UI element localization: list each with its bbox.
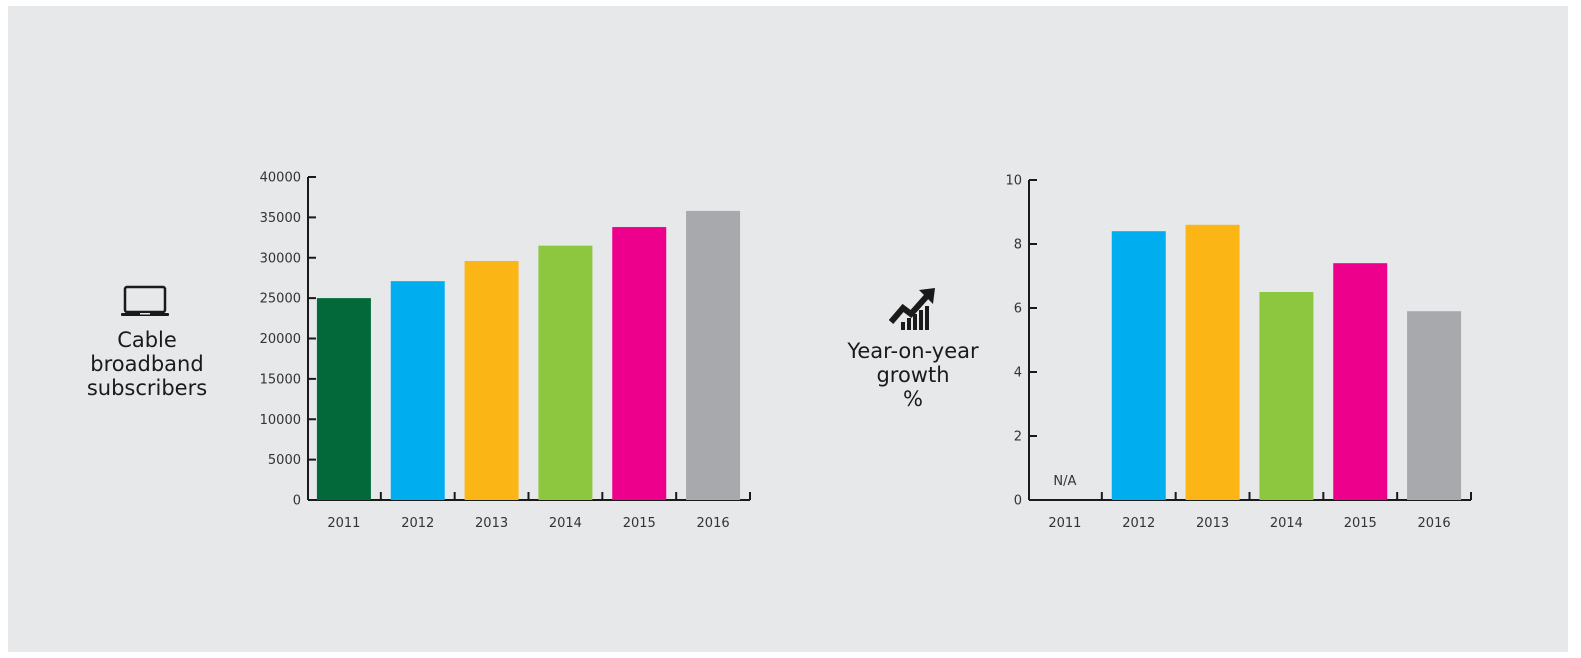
bar-2012: [390, 281, 445, 500]
y-tick-label: 10: [1005, 174, 1022, 189]
y-tick-label: 0: [1014, 494, 1022, 509]
right-chart-caption: Year-on-year growth %: [828, 339, 998, 411]
left-chart-caption: Cable broadband subscribers: [60, 328, 234, 400]
caption-line: broadband: [90, 352, 204, 376]
bar-2014: [538, 245, 593, 500]
x-tick-label: 2011: [1048, 516, 1081, 531]
caption-line: growth: [876, 363, 950, 387]
y-tick-label: 35000: [260, 211, 301, 226]
bar-2016: [686, 210, 741, 501]
x-tick-label: 2016: [697, 516, 730, 531]
laptop-icon: [121, 285, 169, 316]
growth-chart-icon: [889, 288, 935, 330]
x-tick-label: 2015: [1344, 516, 1377, 531]
y-tick-label: 0: [293, 494, 301, 509]
y-tick-label: 8: [1014, 238, 1022, 253]
bar-2013: [464, 260, 519, 500]
x-tick-label: 2016: [1418, 516, 1451, 531]
y-tick-label: 25000: [260, 292, 301, 307]
x-tick-label: 2012: [401, 516, 434, 531]
bar-2011: [316, 298, 371, 500]
caption-line: Cable: [117, 328, 177, 352]
x-tick-label: 2012: [1122, 516, 1155, 531]
y-tick-label: 5000: [268, 453, 301, 468]
bar-2012: [1111, 231, 1166, 500]
caption-line: Year-on-year: [847, 339, 979, 363]
x-tick-label: 2013: [1196, 516, 1229, 531]
bar-2015: [1333, 263, 1388, 500]
y-tick-label: 15000: [260, 372, 301, 387]
caption-line: %: [903, 387, 923, 411]
x-tick-label: 2015: [623, 516, 656, 531]
y-tick-label: 30000: [260, 251, 301, 266]
missing-value-label: N/A: [1053, 474, 1076, 489]
caption-line: subscribers: [86, 376, 208, 400]
y-tick-label: 10000: [260, 413, 301, 428]
y-tick-label: 4: [1014, 366, 1022, 381]
bar-2015: [612, 227, 667, 500]
bar-2016: [1407, 311, 1462, 500]
y-tick-label: 2: [1014, 430, 1022, 445]
bar-2014: [1259, 292, 1314, 500]
x-tick-label: 2011: [327, 516, 360, 531]
y-tick-label: 6: [1014, 302, 1022, 317]
y-tick-label: 40000: [260, 171, 301, 186]
y-tick-label: 20000: [260, 332, 301, 347]
x-tick-label: 2013: [475, 516, 508, 531]
x-tick-label: 2014: [549, 516, 582, 531]
bar-2013: [1185, 224, 1240, 501]
x-tick-label: 2014: [1270, 516, 1303, 531]
